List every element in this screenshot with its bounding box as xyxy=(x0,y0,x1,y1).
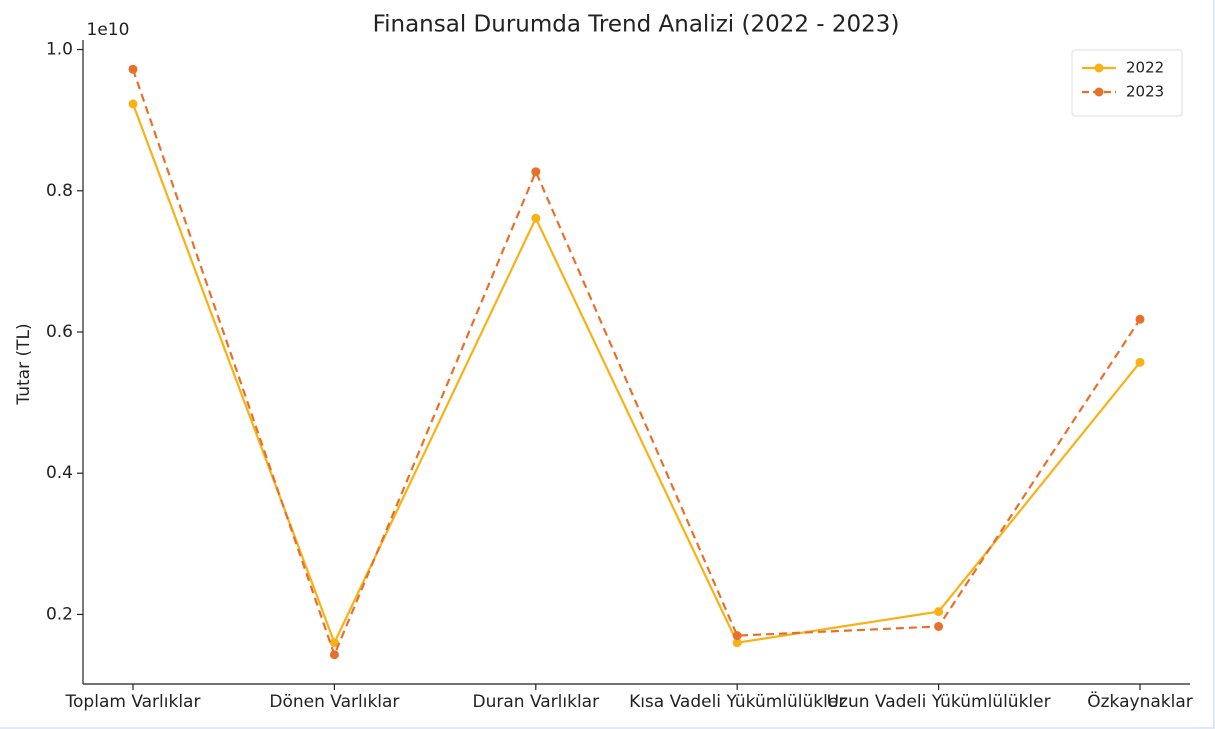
series-line xyxy=(131,68,1141,658)
legend-marker xyxy=(1094,63,1104,73)
x-tick-label: Toplam Varlıklar xyxy=(65,692,201,712)
y-tick-label: 0.4 xyxy=(46,463,73,483)
data-point xyxy=(329,638,339,648)
data-point xyxy=(934,607,944,617)
y-axis-label: Tutar (TL) xyxy=(14,323,34,405)
x-tick-label: Duran Varlıklar xyxy=(473,692,600,712)
y-offset-label: 1e10 xyxy=(87,20,130,40)
x-tick-label: Kısa Vadeli Yükümlülükler xyxy=(629,692,845,712)
data-point xyxy=(531,213,541,223)
data-point xyxy=(531,167,541,177)
data-point xyxy=(934,621,944,631)
data-point xyxy=(128,64,138,74)
legend-label: 2023 xyxy=(1126,83,1164,101)
x-tick-label: Dönen Varlıklar xyxy=(269,692,399,712)
data-point xyxy=(329,650,339,660)
y-tick-label: 0.2 xyxy=(46,604,73,624)
x-tick-label: Özkaynaklar xyxy=(1087,690,1193,712)
data-point xyxy=(732,631,742,641)
chart-title: Finansal Durumda Trend Analizi (2022 - 2… xyxy=(373,12,900,38)
x-tick-label: Uzun Vadeli Yükümlülükler xyxy=(827,692,1051,712)
data-point xyxy=(1135,314,1145,324)
data-point xyxy=(732,638,742,648)
y-tick-label: 0.6 xyxy=(46,322,73,342)
y-tick-label: 0.8 xyxy=(46,181,73,201)
legend-label: 2022 xyxy=(1126,59,1164,77)
data-point xyxy=(1135,357,1145,367)
series-line xyxy=(131,103,1141,646)
data-point xyxy=(128,99,138,109)
y-tick-label: 1.0 xyxy=(46,40,73,60)
legend-marker xyxy=(1094,87,1104,97)
